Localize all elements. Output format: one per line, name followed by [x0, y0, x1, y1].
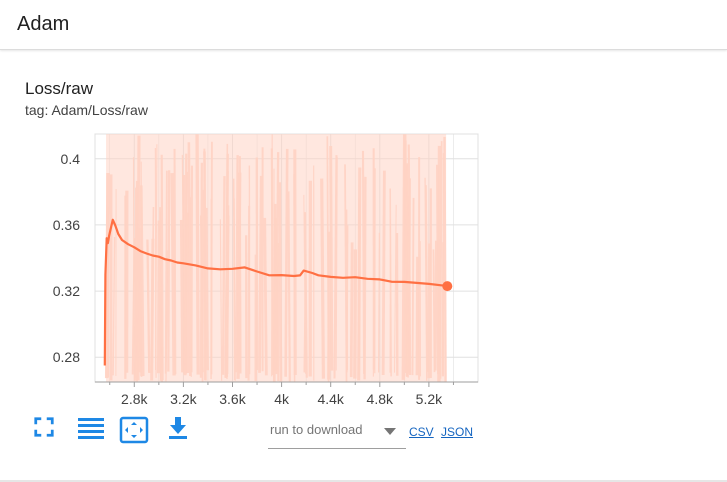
raw-value-stroke — [407, 178, 411, 374]
card-divider — [0, 480, 727, 482]
raw-value-stroke — [204, 207, 209, 371]
x-tick-label: 2.8k — [121, 391, 148, 407]
raw-value-stroke — [439, 141, 443, 379]
download-icon[interactable] — [167, 416, 189, 440]
raw-value-stroke — [201, 189, 205, 383]
raw-value-stroke — [335, 156, 338, 371]
x-tick-label: 4k — [274, 391, 290, 407]
raw-value-stroke — [156, 220, 161, 374]
raw-value-stroke — [278, 182, 283, 382]
raw-value-stroke — [232, 178, 236, 381]
run-select-placeholder: run to download — [270, 422, 363, 437]
raw-value-stroke — [320, 178, 325, 379]
raw-value-stroke — [112, 237, 116, 376]
raw-value-stroke — [425, 185, 429, 373]
raw-value-stroke — [263, 217, 268, 376]
raw-value-stroke — [353, 249, 358, 379]
raw-value-stroke — [381, 170, 386, 376]
raw-value-stroke — [443, 136, 447, 382]
raw-value-stroke — [210, 141, 213, 375]
raw-value-stroke — [327, 231, 332, 380]
raw-value-stroke — [427, 243, 431, 379]
run-group-header: Adam — [0, 0, 727, 50]
raw-value-stroke — [303, 254, 307, 373]
raw-value-stroke — [287, 191, 291, 382]
raw-value-stroke — [401, 134, 407, 380]
y-tick-label: 0.28 — [53, 349, 80, 365]
raw-value-stroke — [203, 151, 207, 381]
raw-value-stroke — [164, 170, 168, 374]
run-group-title: Adam — [17, 13, 70, 35]
raw-value-stroke — [226, 215, 230, 378]
series-layer — [103, 218, 453, 366]
raw-value-stroke — [424, 177, 428, 381]
raw-value-stroke — [183, 243, 187, 375]
last-point-marker — [442, 281, 453, 292]
raw-value-stroke — [170, 173, 176, 376]
fullscreen-icon[interactable] — [33, 416, 55, 438]
chart-card-title: Loss/raw — [25, 79, 94, 98]
download-json-link[interactable]: JSON — [441, 425, 474, 439]
x-tick-label: 5.2k — [416, 391, 443, 407]
raw-value-stroke — [434, 240, 438, 371]
fit-domain-icon[interactable] — [119, 416, 149, 444]
chart-card-tag: tag: Adam/Loss/raw — [25, 102, 148, 118]
download-csv-link[interactable]: CSV — [409, 425, 434, 439]
raw-value-stroke — [146, 239, 151, 373]
raw-value-stroke — [187, 142, 192, 377]
chart-axes: 2.8k 3.2k 3.6k 4k 4.4k 4.8k 5.2k 0.28 0.32 0.36 0.… — [53, 151, 478, 407]
raw-value-stroke — [442, 153, 445, 374]
raw-value-stroke — [195, 134, 200, 375]
raw-value-stroke — [134, 187, 139, 379]
raw-value-stroke — [131, 238, 136, 375]
raw-value-stroke — [160, 235, 162, 381]
raw-value-stroke — [199, 162, 203, 378]
raw-value-stroke — [406, 164, 409, 378]
raw-value-stroke — [160, 154, 164, 381]
x-tick-label: 4.4k — [317, 391, 344, 407]
toggle-log-scale-icon[interactable] — [78, 416, 104, 440]
raw-value-stroke — [219, 219, 223, 381]
raw-value-stroke — [104, 173, 110, 379]
raw-value-stroke — [272, 203, 277, 382]
raw-value-stroke — [179, 219, 184, 373]
raw-value-stroke — [221, 176, 226, 375]
raw-value-stroke — [284, 148, 289, 377]
y-tick-label: 0.4 — [61, 151, 81, 167]
raw-value-stroke — [167, 170, 171, 372]
raw-value-stroke — [411, 197, 415, 376]
y-tick-label: 0.32 — [53, 283, 80, 299]
raw-value-stroke — [329, 145, 334, 371]
raw-value-stroke — [333, 155, 338, 379]
raw-value-stroke — [236, 172, 242, 379]
smoothed-loss-line — [103, 218, 448, 366]
raw-value-stroke — [393, 204, 397, 373]
y-tick-label: 0.36 — [53, 217, 80, 233]
raw-value-stroke — [415, 256, 420, 376]
x-tick-label: 3.6k — [219, 391, 246, 407]
chevron-down-icon — [384, 428, 396, 435]
x-tick-label: 4.8k — [367, 391, 394, 407]
raw-value-stroke — [344, 164, 348, 382]
raw-value-stroke — [346, 225, 349, 373]
raw-value-stroke — [150, 238, 155, 381]
raw-value-stroke — [432, 249, 436, 373]
run-download-select[interactable]: run to download — [268, 418, 406, 449]
raw-value-stroke — [377, 232, 381, 373]
x-tick-label: 3.2k — [170, 391, 197, 407]
raw-value-stroke — [235, 155, 239, 373]
raw-value-stroke — [349, 242, 354, 378]
raw-value-stroke — [437, 145, 442, 382]
loss-chart[interactable]: 2.8k 3.2k 3.6k 4k 4.4k 4.8k 5.2k 0.28 0.32 0.36 0.… — [0, 130, 500, 415]
raw-value-stroke — [258, 175, 263, 373]
raw-value-band — [104, 134, 447, 383]
raw-value-stroke — [275, 152, 280, 375]
